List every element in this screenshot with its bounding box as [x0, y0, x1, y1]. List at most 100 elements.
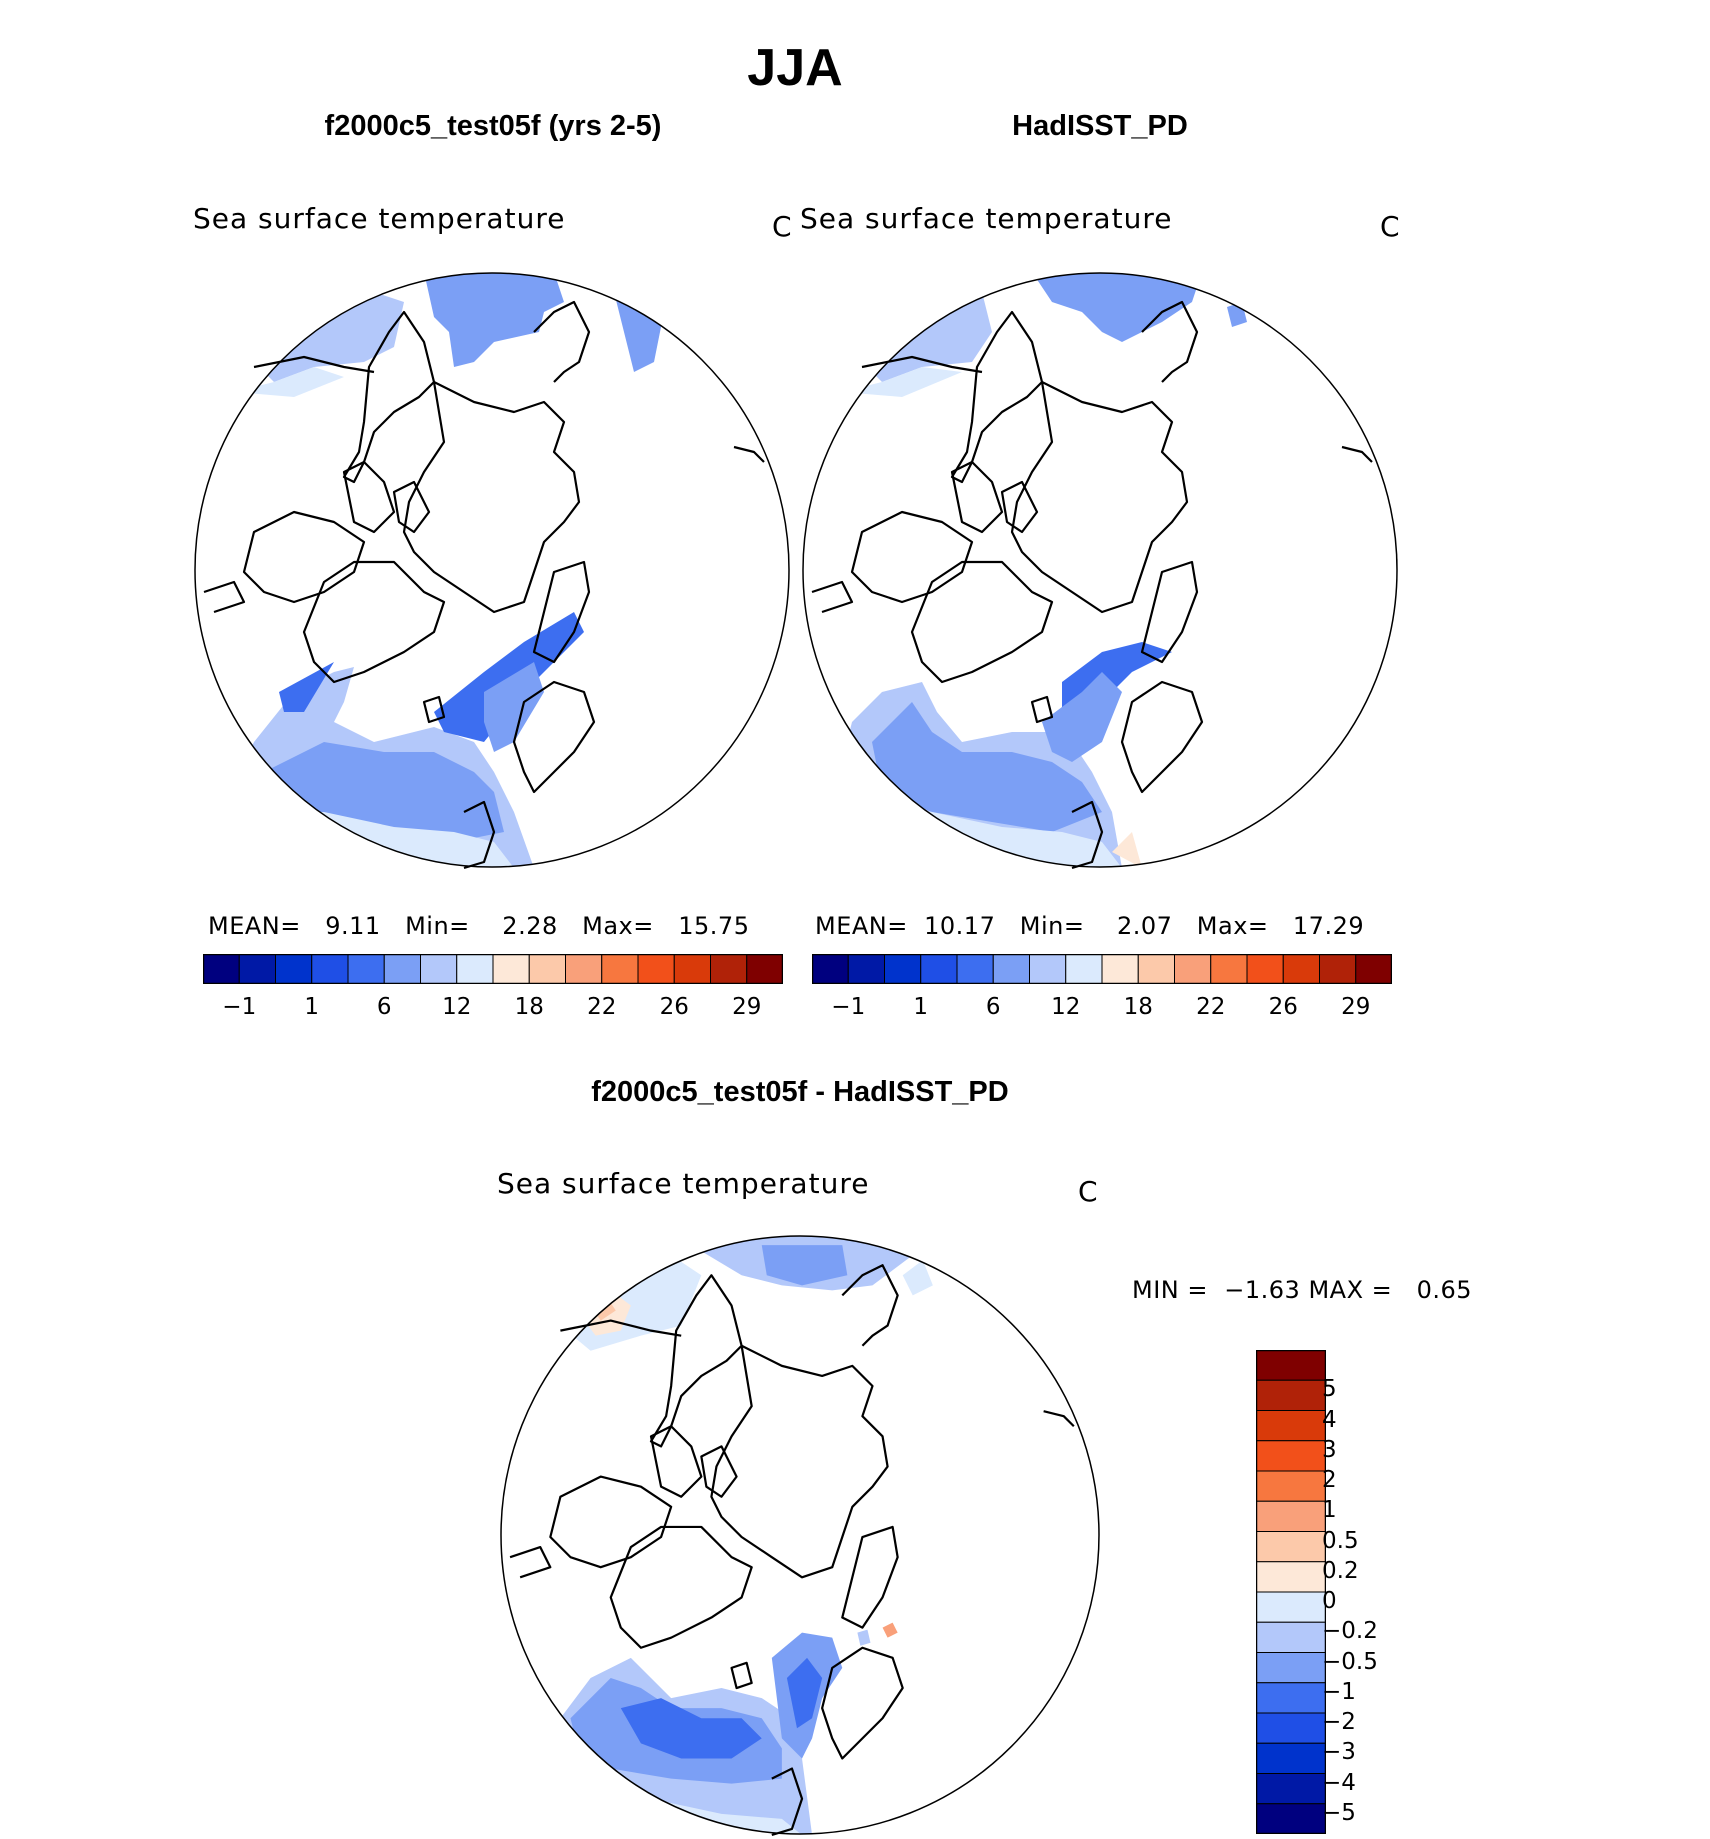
colorbar-tick-label: −2	[1322, 1709, 1356, 1735]
panel-left-coastlines	[203, 300, 765, 870]
panel-diff-stats: MIN = −1.63 MAX = 0.65	[1132, 1276, 1472, 1304]
colorbar-swatch	[884, 954, 922, 984]
panel-left-min-label: Min=	[405, 912, 470, 940]
colorbar-swatch	[673, 954, 711, 984]
panel-left-max: 15.75	[678, 912, 750, 940]
colorbar-tick-label: 29	[732, 994, 762, 1020]
colorbar-tick-label: 22	[587, 994, 617, 1020]
colorbar-tick-label: 1	[1322, 1497, 1337, 1524]
colorbar-tick-label: 0	[1322, 1588, 1337, 1614]
colorbar-swatch	[1256, 1531, 1326, 1563]
colorbar-swatch	[347, 954, 385, 984]
colorbar-outline	[1256, 1350, 1326, 1834]
colorbar-swatch	[956, 954, 994, 984]
panel-diff-variable-label: Sea surface temperature	[497, 1167, 870, 1200]
colorbar-swatch	[920, 954, 958, 984]
colorbar-tick-label: 12	[1051, 994, 1081, 1020]
panel-right-min: 2.07	[1116, 912, 1173, 940]
panel-diff-colorbar	[1256, 1350, 1326, 1834]
colorbar-swatch	[1174, 954, 1212, 984]
panel-diff-coastlines	[509, 1264, 1075, 1837]
colorbar-tick-label: 1	[913, 994, 929, 1020]
panel-left-colorbar	[203, 954, 783, 984]
colorbar-swatch	[1256, 1440, 1326, 1472]
colorbar-tick-label: 5	[1322, 1376, 1337, 1403]
colorbar-swatch	[1101, 954, 1139, 984]
figure-title: JJA	[747, 39, 843, 97]
colorbar-swatch	[992, 954, 1030, 984]
colorbar-swatch	[1256, 1379, 1326, 1411]
panel-right-variable-label: Sea surface temperature	[800, 202, 1173, 235]
panel-left-min: 2.28	[502, 912, 558, 940]
panel-right-units-label: C	[1380, 210, 1400, 243]
panel-right-max: 17.29	[1292, 912, 1365, 940]
colorbar-swatch	[637, 954, 675, 984]
colorbar-tick-label: 26	[1268, 994, 1298, 1020]
colorbar-swatch	[1256, 1470, 1326, 1502]
colorbar-swatch	[1256, 1591, 1326, 1623]
panel-left-mean-label: MEAN=	[208, 912, 301, 940]
panel-left-stats: MEAN= 9.11 Min= 2.28 Max= 15.75	[208, 912, 749, 940]
colorbar-swatch	[1256, 1350, 1326, 1381]
colorbar-tick-label: −4	[1322, 1769, 1356, 1796]
panel-left-variable-label: Sea surface temperature	[193, 202, 566, 235]
colorbar-swatch	[1137, 954, 1175, 984]
panel-diff-units-label: C	[1078, 1175, 1098, 1208]
colorbar-swatch	[1282, 954, 1320, 984]
colorbar-swatch	[1256, 1803, 1326, 1834]
colorbar-swatch	[1256, 1410, 1326, 1442]
colorbar-swatch	[847, 954, 885, 984]
colorbar-swatch	[1029, 954, 1067, 984]
panel-right-stats: MEAN= 10.17 Min= 2.07 Max= 17.29	[815, 912, 1364, 940]
colorbar-swatch	[601, 954, 639, 984]
colorbar-swatch	[492, 954, 530, 984]
colorbar-swatch	[1319, 954, 1357, 984]
colorbar-swatch	[565, 954, 603, 984]
colorbar-swatch	[1256, 1742, 1326, 1774]
panel-right-map	[802, 272, 1398, 870]
colorbar-swatch	[383, 954, 421, 984]
colorbar-tick-label: −1	[222, 994, 257, 1020]
colorbar-tick-label: −5	[1322, 1799, 1356, 1826]
colorbar-outline	[812, 954, 1392, 984]
panel-left-max-label: Max=	[582, 912, 654, 940]
panel-left-title: f2000c5_test05f (yrs 2-5)	[324, 110, 662, 142]
colorbar-swatch	[1065, 954, 1103, 984]
colorbar-tick-label: 2	[1322, 1467, 1337, 1493]
colorbar-swatch	[812, 954, 849, 984]
colorbar-swatch	[203, 954, 240, 984]
panel-diff-title: f2000c5_test05f - HadISST_PD	[591, 1076, 1009, 1108]
colorbar-swatch	[456, 954, 494, 984]
panel-left-map	[194, 272, 790, 870]
colorbar-tick-label: 1	[304, 994, 320, 1020]
colorbar-tick-label: −1	[831, 994, 866, 1020]
colorbar-tick-label: 0.5	[1322, 1527, 1359, 1554]
colorbar-swatch	[1256, 1652, 1326, 1684]
colorbar-tick-label: 18	[514, 994, 544, 1020]
colorbar-swatch	[1210, 954, 1248, 984]
colorbar-swatch	[1355, 954, 1392, 984]
colorbar-swatch	[1246, 954, 1284, 984]
colorbar-swatch	[1256, 1682, 1326, 1714]
colorbar-swatch	[1256, 1621, 1326, 1653]
colorbar-tick-label: 6	[985, 994, 1001, 1020]
colorbar-tick-label: 3	[1322, 1436, 1337, 1463]
panel-diff-min-label: MIN =	[1132, 1276, 1208, 1304]
colorbar-swatch	[1256, 1712, 1326, 1744]
colorbar-swatch	[528, 954, 566, 984]
colorbar-swatch	[746, 954, 783, 984]
panel-right-mean: 10.17	[924, 912, 996, 940]
panel-right-coastlines	[811, 300, 1373, 870]
colorbar-swatch	[1256, 1773, 1326, 1805]
colorbar-tick-label: −1	[1322, 1678, 1356, 1705]
colorbar-swatch	[311, 954, 349, 984]
colorbar-swatch	[1256, 1500, 1326, 1532]
panel-diff-min: −1.63	[1224, 1276, 1301, 1304]
panel-diff-map	[500, 1235, 1100, 1837]
panel-right-colorbar	[812, 954, 1392, 984]
colorbar-tick-label: 18	[1123, 994, 1153, 1020]
colorbar-tick-label: 6	[376, 994, 392, 1020]
colorbar-outline	[203, 954, 783, 984]
panel-right-min-label: Min=	[1019, 912, 1085, 940]
panel-diff-max-label: MAX =	[1308, 1276, 1393, 1304]
